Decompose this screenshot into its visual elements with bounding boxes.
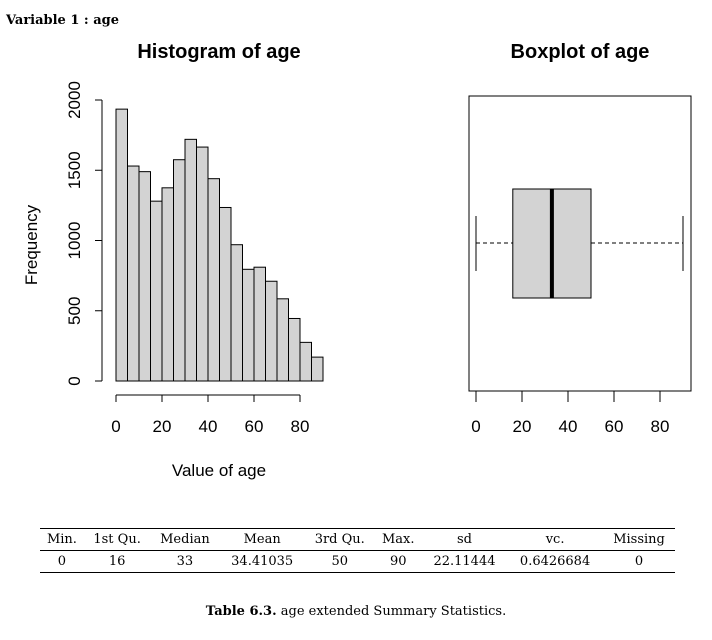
histogram-x-tick-label: 20 [153,417,172,436]
histogram-x-axis: 0 20 40 60 80 [111,394,310,436]
boxplot-marks [475,188,684,299]
histogram-bar [242,268,255,382]
histogram-chart: Histogram of age 0 20 40 60 80 0 500 1000 1500 2… [22,41,324,480]
histogram-bar [184,138,197,382]
histogram-bars [115,108,324,382]
boxplot-x-axis: 0 20 40 60 80 [471,390,670,436]
histogram-title: Histogram of age [137,41,300,63]
cell-min: 0 [57,554,67,569]
boxplot-x-tick-label: 0 [471,417,480,436]
histogram-bar [230,244,243,382]
caption-label: Table 6.3. [205,604,277,619]
histogram-bar [288,317,301,382]
histogram-x-tick-label: 80 [291,417,310,436]
cell-missing: 0 [634,554,644,569]
cell-vc: 0.6426684 [519,554,591,569]
caption-text: age extended Summary Statistics. [280,604,507,619]
boxplot-title: Boxplot of age [511,41,650,63]
boxplot-x-tick-label: 40 [559,417,578,436]
histogram-bar [207,178,220,382]
histogram-bar [150,200,163,382]
cell-1st-qu: 16 [108,554,126,569]
header-max: Max. [381,532,415,547]
charts-canvas: Histogram of age 0 20 40 60 80 0 500 1000 1500 2… [22,41,692,480]
histogram-y-tick-label: 1500 [65,151,84,189]
cell-sd: 22.11444 [433,554,496,569]
header-1st-qu: 1st Qu. [93,532,141,547]
histogram-y-tick-label: 1000 [65,222,84,260]
histogram-y-label: Frequency [22,204,41,285]
header-median: Median [160,532,210,547]
histogram-x-tick-label: 60 [245,417,264,436]
cell-3rd-qu: 50 [331,554,349,569]
variable-label: Variable 1 : age [6,13,120,28]
histogram-x-label: Value of age [172,461,266,480]
histogram-y-axis: 0 500 1000 1500 2000 [65,81,103,386]
histogram-bar [196,146,209,382]
header-min: Min. [46,532,77,547]
histogram-bar [127,165,140,382]
histogram-bar [219,206,232,382]
histogram-bar [161,187,174,382]
boxplot-x-tick-label: 80 [651,417,670,436]
table-row: 0 16 33 34.41035 50 90 22.11444 0.642668… [40,551,675,573]
table-caption: Table 6.3. age extended Summary Statisti… [0,604,712,619]
histogram-y-tick-label: 0 [65,376,84,385]
boxplot-x-tick-label: 20 [513,417,532,436]
histogram-bar [311,356,324,382]
histogram-bar [115,108,128,382]
header-vc: vc. [545,532,565,547]
histogram-y-tick-label: 500 [65,297,84,325]
table-header-row: Min. 1st Qu. Median Mean 3rd Qu. Max. sd… [40,528,675,551]
histogram-bar [173,159,186,382]
cell-median: 33 [176,554,194,569]
header-sd: sd [456,532,472,547]
histogram-bar [265,280,278,382]
header-missing: Missing [613,532,665,547]
boxplot-x-tick-label: 60 [605,417,624,436]
header-mean: Mean [243,532,281,547]
cell-max: 90 [389,554,407,569]
histogram-y-tick-label: 2000 [65,81,84,119]
histogram-x-tick-label: 40 [199,417,218,436]
boxplot-chart: Boxplot of age 0 20 40 60 80 [468,41,692,436]
cell-mean: 34.41035 [231,554,294,569]
histogram-bar [253,266,266,382]
header-3rd-qu: 3rd Qu. [314,532,365,547]
histogram-bar [138,171,151,382]
histogram-bar [299,341,312,382]
histogram-bar [276,298,289,382]
summary-statistics-table: Min. 1st Qu. Median Mean 3rd Qu. Max. sd… [40,528,675,573]
histogram-x-tick-label: 0 [111,417,120,436]
